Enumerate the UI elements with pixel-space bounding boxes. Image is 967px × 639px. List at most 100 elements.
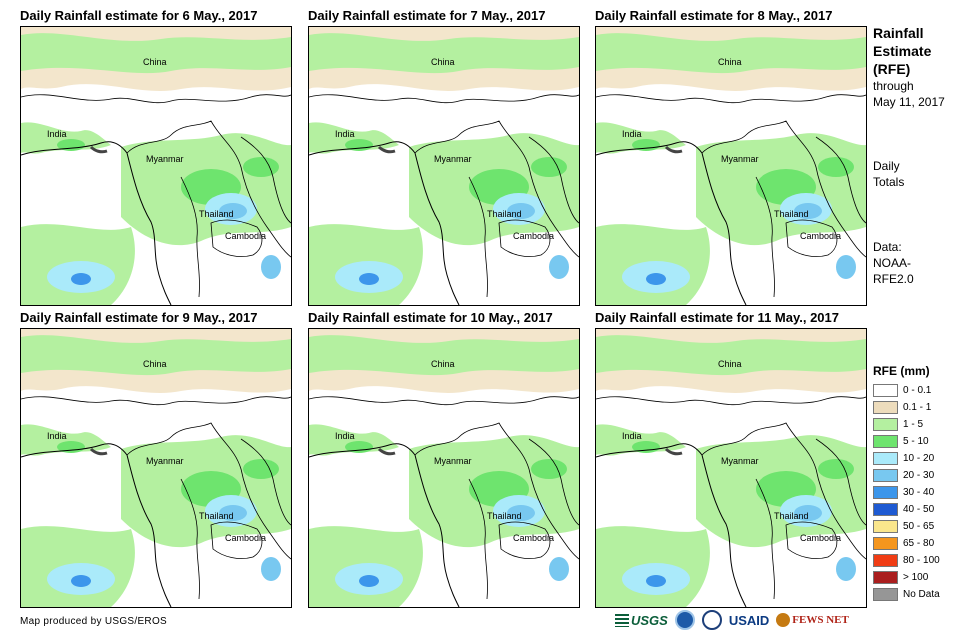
legend-swatch xyxy=(873,520,898,533)
label-india: India xyxy=(335,129,355,139)
river-delta xyxy=(377,145,396,154)
panel-title: Daily Rainfall estimate for 6 May., 2017 xyxy=(20,8,258,23)
label-thailand: Thailand xyxy=(487,511,522,521)
legend: RFE (mm) 0 - 0.1 0.1 - 1 1 - 5 5 - 10 10 - 2… xyxy=(873,364,965,603)
rain-5-10-b xyxy=(57,441,85,453)
rain-20-30-east xyxy=(836,557,856,581)
rain-20-30 xyxy=(507,203,535,219)
border-myanmar-thailand xyxy=(701,120,866,258)
border-china xyxy=(21,94,291,104)
border-laos-vietnam xyxy=(240,438,291,526)
panel-title: Daily Rainfall estimate for 8 May., 2017 xyxy=(595,8,833,23)
rainfall-map: China India Myanmar Thailand Cambodia xyxy=(309,27,579,305)
legend-swatch xyxy=(873,384,898,397)
border-cambodia xyxy=(498,219,551,257)
rain-5-10-c xyxy=(243,157,279,177)
usgs-text: USGS xyxy=(631,612,668,628)
legend-label: 1 - 5 xyxy=(903,419,924,430)
sidebar-title-2: Estimate xyxy=(873,43,932,59)
label-india: India xyxy=(335,431,355,441)
river-delta xyxy=(377,447,396,456)
legend-item: 80 - 100 xyxy=(873,552,965,569)
sidebar-date: May 11, 2017 xyxy=(873,95,945,109)
sidebar-data-1: Data: xyxy=(873,240,902,254)
legend-label: 80 - 100 xyxy=(903,555,940,566)
border-thailand xyxy=(180,176,200,298)
usaid-logo: USAID xyxy=(728,612,770,628)
legend-label: 65 - 80 xyxy=(903,538,935,549)
label-cambodia: Cambodia xyxy=(800,533,841,543)
label-myanmar: Myanmar xyxy=(146,456,184,466)
panel-title: Daily Rainfall estimate for 7 May., 2017 xyxy=(308,8,546,23)
rain-1-5-north xyxy=(21,33,291,74)
map-frame: China India Myanmar Thailand Cambodia xyxy=(595,328,867,608)
rainfall-map: China India Myanmar Thailand Cambodia xyxy=(596,329,866,607)
rain-1-5-north xyxy=(596,33,866,74)
border-thailand xyxy=(180,478,200,600)
border-laos-vietnam xyxy=(528,136,579,224)
label-india: India xyxy=(622,129,642,139)
panel-title: Daily Rainfall estimate for 10 May., 201… xyxy=(308,310,553,325)
rainfall-map: China India Myanmar Thailand Cambodia xyxy=(21,329,291,607)
label-cambodia: Cambodia xyxy=(225,231,266,241)
legend-item: 20 - 30 xyxy=(873,467,965,484)
border-cambodia xyxy=(785,521,838,559)
legend-swatch xyxy=(873,401,898,414)
legend-swatch xyxy=(873,418,898,431)
river-delta xyxy=(89,145,108,154)
label-myanmar: Myanmar xyxy=(721,456,759,466)
legend-list: 0 - 0.1 0.1 - 1 1 - 5 5 - 10 10 - 20 20 - 30 3… xyxy=(873,382,965,603)
rain-5-10-b xyxy=(345,441,373,453)
legend-item: 1 - 5 xyxy=(873,416,965,433)
legend-swatch xyxy=(873,537,898,550)
noaa-logo-icon xyxy=(674,610,695,630)
fewsnet-text: FEWS NET xyxy=(792,614,849,626)
border-china xyxy=(21,396,291,406)
rain-30-40 xyxy=(359,273,379,285)
rainfall-map: China India Myanmar Thailand Cambodia xyxy=(596,27,866,305)
rain-30-40 xyxy=(646,273,666,285)
legend-item: 0 - 0.1 xyxy=(873,382,965,399)
border-laos-vietnam xyxy=(815,136,866,224)
sidebar-title-3: (RFE) xyxy=(873,61,911,77)
label-thailand: Thailand xyxy=(199,511,234,521)
label-china: China xyxy=(143,57,167,67)
rain-20-30 xyxy=(794,505,822,521)
rain-5-10-c xyxy=(818,459,854,479)
label-cambodia: Cambodia xyxy=(513,231,554,241)
border-myanmar-thailand xyxy=(126,120,291,258)
border-laos-vietnam xyxy=(240,136,291,224)
legend-title: RFE (mm) xyxy=(873,364,930,378)
rain-5-10-c xyxy=(818,157,854,177)
legend-item: 65 - 80 xyxy=(873,535,965,552)
rain-20-30 xyxy=(219,203,247,219)
border-thailand xyxy=(468,176,488,298)
rain-20-30-east xyxy=(261,557,281,581)
label-china: China xyxy=(718,359,742,369)
label-china: China xyxy=(143,359,167,369)
border-myanmar-thailand xyxy=(701,422,866,560)
legend-item: 40 - 50 xyxy=(873,501,965,518)
border-thailand xyxy=(755,176,775,298)
border-myanmar-thailand xyxy=(414,422,579,560)
coastline-west xyxy=(596,443,747,607)
label-myanmar: Myanmar xyxy=(434,456,472,466)
river-delta xyxy=(664,447,683,456)
border-china xyxy=(309,94,579,104)
legend-swatch xyxy=(873,588,898,601)
credit-text: Map produced by USGS/EROS xyxy=(20,616,168,627)
label-cambodia: Cambodia xyxy=(513,533,554,543)
legend-swatch xyxy=(873,486,898,499)
sidebar-title-1: Rainfall xyxy=(873,25,924,41)
rain-20-30 xyxy=(794,203,822,219)
border-laos-vietnam xyxy=(528,438,579,526)
rain-5-10-b xyxy=(57,139,85,151)
border-china xyxy=(596,94,866,104)
legend-swatch xyxy=(873,435,898,448)
legend-swatch xyxy=(873,503,898,516)
label-china: China xyxy=(431,57,455,67)
label-india: India xyxy=(47,129,67,139)
rain-5-10-b xyxy=(632,139,660,151)
legend-item: No Data xyxy=(873,586,965,603)
map-frame: China India Myanmar Thailand Cambodia xyxy=(20,26,292,306)
